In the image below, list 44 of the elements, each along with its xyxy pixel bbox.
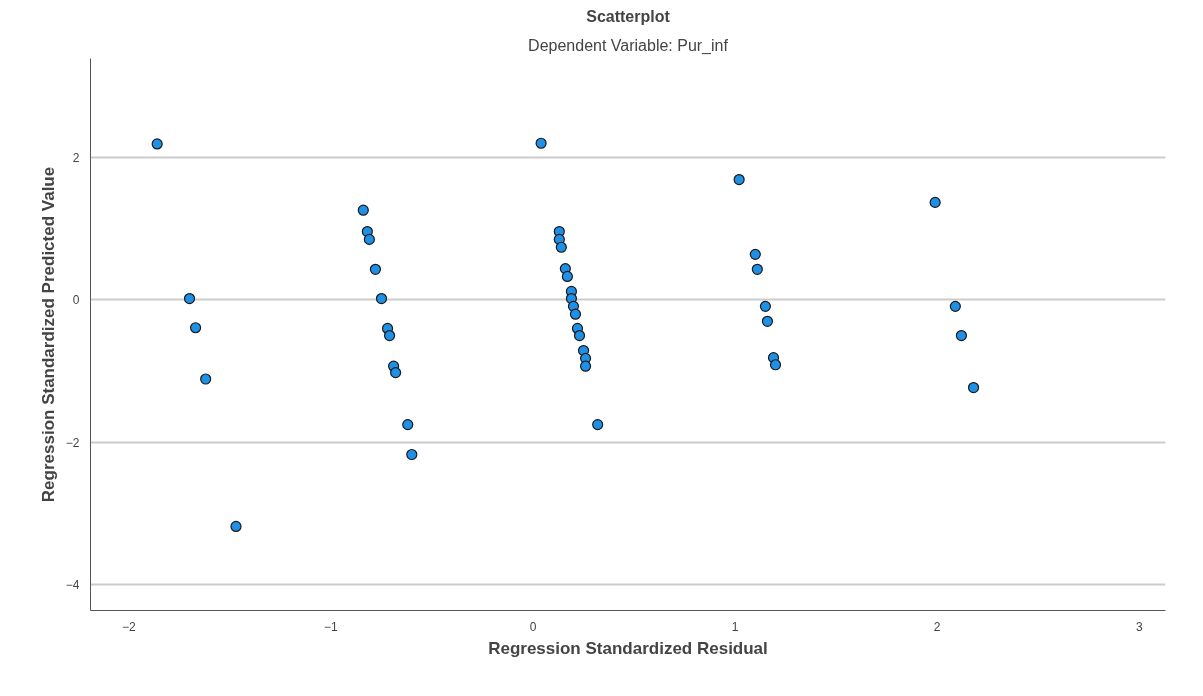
point — [200, 373, 212, 385]
point — [555, 241, 567, 253]
y-tick-label: −4 — [65, 578, 80, 593]
point — [189, 322, 202, 334]
point — [769, 359, 782, 371]
x-tick-label: −2 — [122, 619, 137, 634]
point — [230, 520, 242, 533]
point — [761, 315, 774, 327]
x-tick-label: 1 — [731, 619, 739, 634]
point — [955, 329, 968, 342]
point — [751, 263, 763, 275]
y-tick-label: −2 — [65, 435, 80, 450]
point — [357, 204, 369, 216]
x-tick-label: 3 — [1135, 619, 1143, 634]
x-tick-label: 0 — [529, 619, 537, 634]
x-tick-label: 2 — [933, 619, 941, 634]
point — [569, 308, 582, 320]
point — [929, 196, 941, 208]
point — [733, 173, 745, 186]
point — [375, 292, 388, 305]
point — [573, 329, 586, 342]
point — [402, 419, 414, 431]
point — [561, 270, 573, 283]
point — [967, 381, 980, 394]
y-tick-label: 2 — [72, 151, 80, 165]
y-axis-title: Regression Standardized Predicted Value — [38, 166, 58, 503]
point — [369, 263, 382, 275]
x-tick-label: −1 — [324, 619, 339, 634]
x-axis-title: Regression Standardized Residual — [488, 638, 768, 658]
point — [949, 300, 961, 312]
point — [151, 138, 163, 150]
point — [535, 137, 547, 149]
point — [579, 360, 592, 372]
point — [183, 292, 196, 305]
point — [759, 300, 772, 312]
point — [390, 367, 402, 379]
point — [749, 248, 761, 260]
point — [406, 448, 418, 461]
point — [363, 233, 375, 245]
point — [383, 329, 396, 342]
chart-subtitle: Dependent Variable: Pur_inf — [528, 36, 729, 55]
chart-title: Scatterplot — [586, 7, 671, 25]
point — [592, 419, 604, 431]
y-tick-label: 0 — [72, 293, 80, 308]
